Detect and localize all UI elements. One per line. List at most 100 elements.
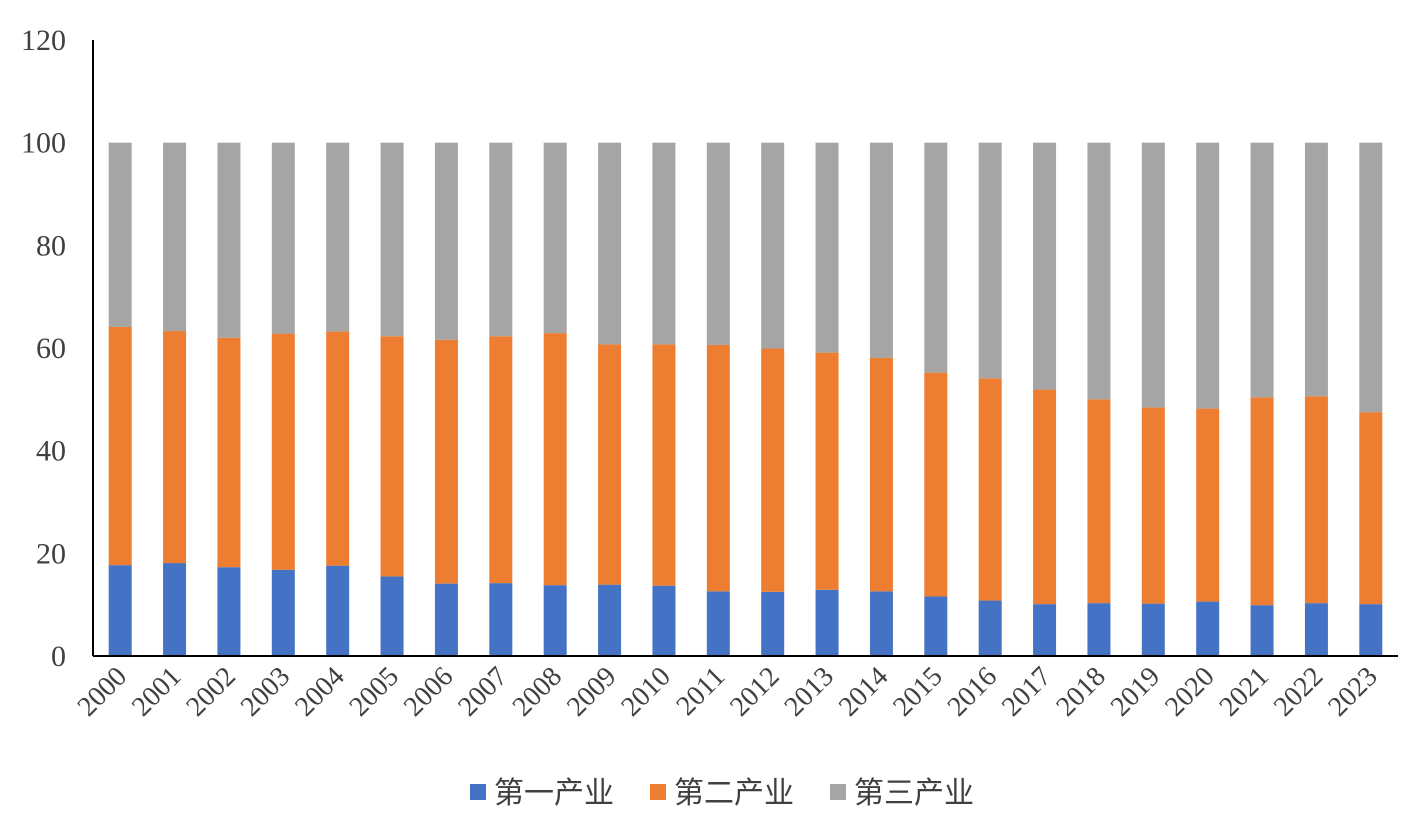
bar-2005-series-2	[380, 336, 404, 577]
bar-2007-series-1	[489, 583, 513, 656]
bar-2014-series-2	[869, 357, 893, 592]
bar-2009-series-3	[598, 142, 622, 345]
bar-2000-series-3	[108, 142, 132, 327]
x-tick-label: 2010	[615, 661, 677, 723]
y-axis-ticks: 0 20 40 60 80 100 120	[21, 24, 66, 673]
x-tick-label: 2019	[1105, 661, 1167, 723]
bar-2020-series-3	[1196, 142, 1220, 409]
y-tick-label: 60	[36, 332, 66, 365]
legend-swatch-3	[830, 784, 846, 800]
x-tick-label: 2000	[72, 661, 134, 723]
bar-2022-series-3	[1304, 142, 1328, 397]
bars-layer	[108, 142, 1383, 656]
y-tick-label: 20	[36, 537, 66, 570]
legend: 第一产业 第二产业 第三产业	[470, 776, 974, 811]
x-tick-label: 2021	[1213, 661, 1275, 723]
x-tick-label: 2008	[507, 661, 569, 723]
bar-2014-series-1	[869, 591, 893, 656]
bar-2020-series-1	[1196, 601, 1220, 656]
bar-2021-series-3	[1250, 142, 1274, 398]
x-tick-label: 2014	[833, 661, 895, 723]
x-tick-label: 2015	[887, 661, 949, 723]
bar-2015-series-3	[924, 142, 948, 373]
x-tick-label: 2023	[1322, 661, 1384, 723]
bar-2019-series-3	[1141, 142, 1165, 408]
x-tick-label: 2017	[996, 661, 1058, 723]
bar-2012-series-1	[761, 591, 785, 656]
bar-2004-series-3	[326, 142, 350, 332]
bar-2006-series-2	[434, 339, 458, 584]
x-tick-label: 2013	[778, 661, 840, 723]
bar-2023-series-1	[1359, 604, 1383, 656]
x-tick-label: 2016	[942, 661, 1004, 723]
bar-2017-series-2	[1033, 389, 1057, 605]
legend-label-2: 第二产业	[674, 776, 794, 811]
bar-2011-series-3	[706, 142, 730, 345]
bar-2001-series-1	[163, 563, 187, 656]
bar-2012-series-2	[761, 348, 785, 592]
bar-2018-series-3	[1087, 142, 1111, 400]
x-tick-label: 2012	[724, 661, 786, 723]
x-tick-label: 2020	[1159, 661, 1221, 723]
bar-2015-series-1	[924, 596, 948, 656]
bar-2017-series-1	[1033, 604, 1057, 656]
x-tick-label: 2022	[1268, 661, 1330, 723]
bar-2022-series-1	[1304, 603, 1328, 656]
x-tick-label: 2003	[235, 661, 297, 723]
y-tick-label: 80	[36, 229, 66, 262]
bar-2008-series-1	[543, 585, 567, 656]
bar-2005-series-3	[380, 142, 404, 337]
x-tick-label: 2005	[343, 661, 405, 723]
bar-2000-series-1	[108, 565, 132, 656]
x-tick-label: 2002	[180, 661, 242, 723]
bar-2009-series-2	[598, 344, 622, 585]
bar-2016-series-2	[978, 378, 1002, 601]
bar-2010-series-2	[652, 344, 676, 586]
bar-2002-series-2	[217, 337, 241, 568]
y-tick-label: 100	[21, 127, 66, 160]
x-tick-label: 2001	[126, 661, 188, 723]
legend-label-1: 第一产业	[494, 776, 614, 811]
bar-2004-series-2	[326, 331, 350, 566]
bar-2022-series-2	[1304, 396, 1328, 604]
bar-2010-series-1	[652, 585, 676, 656]
bar-2011-series-1	[706, 591, 730, 656]
bar-2002-series-1	[217, 567, 241, 656]
bar-2007-series-2	[489, 336, 513, 584]
x-tick-label: 2004	[289, 661, 351, 723]
bar-2017-series-3	[1033, 142, 1057, 390]
bar-2013-series-1	[815, 589, 839, 656]
bar-2018-series-2	[1087, 399, 1111, 604]
y-tick-label: 40	[36, 435, 66, 468]
bar-2021-series-1	[1250, 605, 1274, 656]
x-tick-label: 2006	[398, 661, 460, 723]
bar-2001-series-3	[163, 142, 187, 332]
bar-2006-series-3	[434, 142, 458, 340]
bar-2016-series-1	[978, 600, 1002, 656]
bar-2005-series-1	[380, 576, 404, 656]
bar-2007-series-3	[489, 142, 513, 337]
legend-swatch-1	[470, 784, 486, 800]
x-tick-label: 2009	[561, 661, 623, 723]
bar-2020-series-2	[1196, 408, 1220, 602]
bar-2015-series-2	[924, 372, 948, 597]
bar-2006-series-1	[434, 583, 458, 656]
x-tick-label: 2011	[670, 661, 731, 722]
x-tick-label: 2018	[1050, 661, 1112, 723]
bar-2003-series-1	[271, 569, 295, 656]
bar-2009-series-1	[598, 584, 622, 656]
bar-2013-series-2	[815, 352, 839, 590]
bar-2008-series-2	[543, 333, 567, 586]
bar-2001-series-2	[163, 331, 187, 564]
bar-2013-series-3	[815, 142, 839, 353]
y-tick-label: 0	[51, 640, 66, 673]
bar-2003-series-2	[271, 333, 295, 570]
bar-2023-series-3	[1359, 142, 1383, 413]
bar-2019-series-2	[1141, 407, 1165, 604]
y-tick-label: 120	[21, 24, 66, 57]
x-axis-ticks: 2000200120022003200420052006200720082009…	[72, 661, 1384, 723]
bar-2021-series-2	[1250, 397, 1274, 606]
bar-2000-series-2	[108, 326, 132, 566]
bar-2002-series-3	[217, 142, 241, 338]
